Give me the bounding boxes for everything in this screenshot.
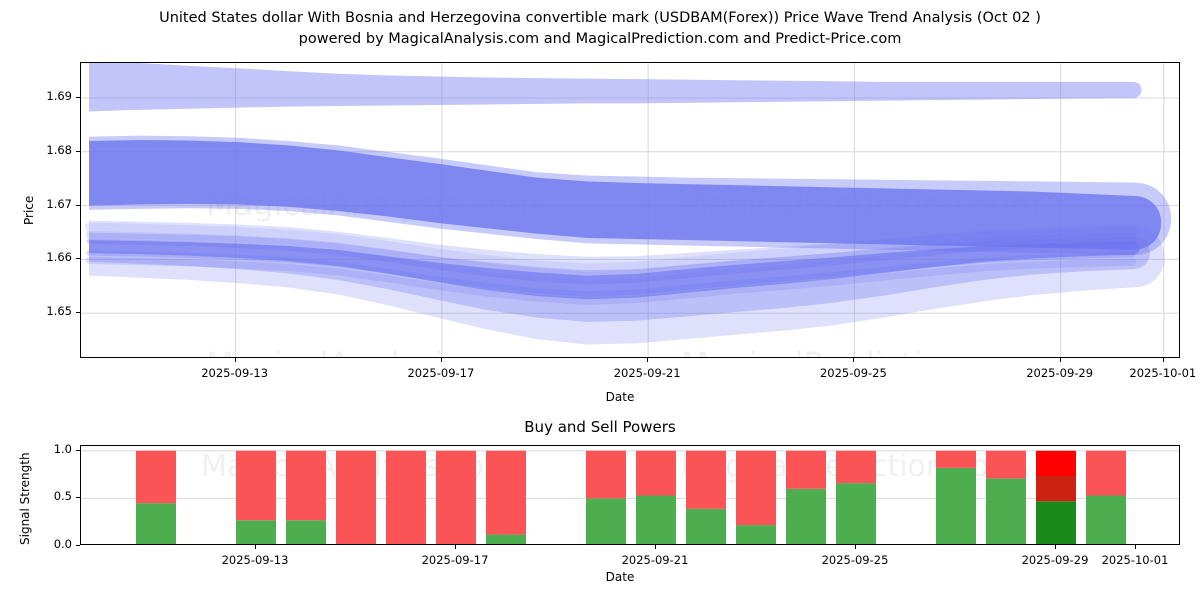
- price-wave-strand: [84, 222, 1138, 273]
- chart-title-line-2: powered by MagicalAnalysis.com and Magic…: [298, 31, 902, 47]
- price-x-tick: 2025-09-21: [613, 366, 681, 380]
- sell-power-bar-segment: [1036, 450, 1076, 476]
- buy-power-bar-segment: [586, 498, 626, 544]
- price-x-tick-mark: [440, 358, 442, 362]
- sell-power-bar-segment: [836, 450, 876, 484]
- buy-power-bar-segment: [786, 488, 826, 544]
- buy-power-bar-segment: [986, 478, 1026, 544]
- signal-x-tick-mark: [455, 545, 456, 549]
- price-y-tick: 1.65: [46, 304, 72, 319]
- sell-power-bar-segment: [236, 450, 276, 521]
- signal-x-tick-mark: [855, 545, 856, 549]
- sell-power-bar-segment: [936, 450, 976, 468]
- price-y-tick: 1.66: [46, 250, 72, 265]
- price-x-tick-mark: [234, 358, 236, 362]
- sell-power-bar-segment: [986, 450, 1026, 479]
- price-y-tick: 1.67: [46, 196, 72, 211]
- price-wave-plot-area: MagicalAnalysis.com MagicalPrediction.com…: [80, 62, 1180, 358]
- buy-power-bar-segment: [686, 508, 726, 544]
- buy-power-bar-segment: [836, 483, 876, 544]
- sell-power-bar-segment: [1086, 450, 1126, 496]
- signal-x-tick: 2025-09-17: [421, 553, 489, 567]
- signal-y-tick: 0.0: [53, 537, 72, 551]
- sell-power-bar-segment: [786, 450, 826, 489]
- price-x-tick-mark: [1059, 358, 1061, 362]
- chart-title: United States dollar With Bosnia and Her…: [0, 8, 1200, 50]
- buy-power-bar-segment: [136, 503, 176, 544]
- price-y-tick-mark: [76, 258, 80, 260]
- price-y-tick-mark: [76, 312, 80, 314]
- price-x-tick: 2025-10-01: [1129, 366, 1197, 380]
- sell-power-bar-segment: [1036, 476, 1076, 502]
- signal-y-tick-mark: [76, 449, 80, 451]
- price-x-tick-mark: [853, 358, 855, 362]
- signal-y-tick-mark: [76, 545, 80, 546]
- sell-power-bar-segment: [436, 450, 476, 544]
- sell-power-bar-segment: [486, 450, 526, 535]
- signal-x-axis-label: Date: [605, 570, 635, 584]
- price-band-upper-light-band: [89, 63, 1142, 112]
- sell-power-bar-segment: [286, 450, 326, 521]
- buy-power-bar-segment: [236, 520, 276, 544]
- buy-sell-powers-svg: MagicalAnalysis.comMagicalPrediction.com: [81, 449, 1179, 544]
- signal-x-tick-mark: [655, 545, 656, 549]
- sell-power-bar-segment: [636, 450, 676, 496]
- price-x-tick: 2025-09-25: [819, 366, 887, 380]
- signal-x-tick: 2025-09-13: [221, 553, 289, 567]
- price-x-tick-mark: [647, 358, 649, 362]
- price-y-tick-mark: [76, 96, 80, 98]
- price-band-middle-light-band-upper: [89, 135, 1172, 256]
- price-band-lower-wave-core: [89, 240, 1140, 300]
- sell-power-bar-segment: [136, 450, 176, 504]
- price-y-tick-mark: [76, 150, 80, 152]
- price-wave-strand: [85, 231, 1137, 280]
- price-wave-strand: [86, 238, 1136, 285]
- price-wave-strand: [85, 257, 1137, 305]
- buy-power-bar-segment: [1086, 495, 1126, 544]
- signal-y-tick: 0.5: [53, 489, 72, 504]
- price-band-middle-dark-band: [89, 139, 1162, 250]
- signal-y-tick-mark: [76, 497, 80, 499]
- buy-power-bar-segment: [736, 525, 776, 544]
- signal-x-tick-mark: [1135, 545, 1136, 549]
- signal-x-tick-mark: [255, 545, 256, 549]
- sell-power-bar-segment: [736, 450, 776, 526]
- sell-power-bar-segment: [386, 450, 426, 544]
- price-y-tick-mark: [76, 204, 80, 206]
- buy-power-bar-segment: [486, 534, 526, 544]
- price-x-axis-label: Date: [605, 390, 635, 404]
- sell-power-bar-segment: [336, 450, 376, 544]
- signal-x-tick: 2025-09-25: [821, 553, 889, 567]
- price-wave-svg: MagicalAnalysis.com MagicalPrediction.com…: [81, 63, 1179, 358]
- price-x-tick: 2025-09-13: [201, 366, 269, 380]
- price-x-tick: 2025-09-17: [407, 366, 475, 380]
- watermark-text: MagicalPrediction.com: [681, 345, 1041, 358]
- buy-power-bar-segment: [1036, 501, 1076, 544]
- buy-power-bar-segment: [636, 495, 676, 544]
- buy-power-bar-segment: [936, 467, 976, 544]
- price-y-axis-label: Price: [22, 195, 36, 225]
- price-x-tick: 2025-09-29: [1026, 366, 1094, 380]
- price-x-tick-mark: [1162, 358, 1164, 362]
- signal-x-tick: 2025-10-01: [1101, 553, 1169, 567]
- signal-y-axis-label: Signal Strength: [18, 452, 32, 545]
- watermark-text: MagicalAnalysis.com: [206, 345, 539, 358]
- buy-power-bar-segment: [286, 520, 326, 544]
- price-y-tick: 1.68: [46, 142, 72, 157]
- signal-chart-title: Buy and Sell Powers: [524, 418, 676, 436]
- buy-sell-powers-plot-area: MagicalAnalysis.comMagicalPrediction.com: [80, 445, 1180, 545]
- chart-title-line-1: United States dollar With Bosnia and Her…: [159, 10, 1041, 26]
- sell-power-bar-segment: [686, 450, 726, 509]
- price-wave-strand: [86, 250, 1136, 297]
- signal-x-tick: 2025-09-21: [621, 553, 689, 567]
- signal-x-tick-mark: [1055, 545, 1056, 549]
- price-y-tick: 1.69: [46, 88, 72, 103]
- signal-y-tick: 1.0: [53, 441, 72, 456]
- sell-power-bar-segment: [586, 450, 626, 499]
- signal-x-tick: 2025-09-29: [1021, 553, 1089, 567]
